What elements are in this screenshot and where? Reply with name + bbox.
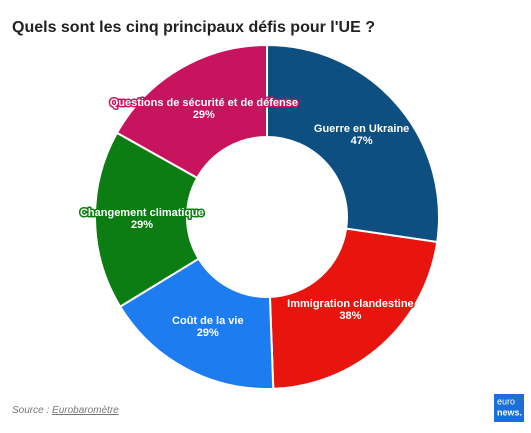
value-label: 47%: [351, 135, 373, 147]
donut: [94, 43, 440, 390]
chart-title: Quels sont les cinq principaux défis pou…: [12, 19, 375, 36]
value-label: 38%: [339, 310, 361, 322]
source-link[interactable]: Eurobaromètre: [52, 405, 119, 416]
slice: [118, 257, 275, 390]
slice-label: Coût de la vie: [172, 315, 244, 327]
source: Source : Eurobaromètre: [12, 405, 119, 416]
slice: [268, 227, 439, 390]
source-label: Source :: [12, 405, 49, 416]
logo-text: euro: [497, 396, 515, 406]
logo-text: news.: [497, 407, 522, 417]
slice-label: Guerre en Ukraine: [314, 123, 409, 135]
slice-label: Changement climatique: [80, 207, 204, 219]
value-label: 29%: [197, 327, 219, 339]
slice-label: Questions de sécurité et de défense: [110, 97, 298, 109]
value-label: 29%: [193, 109, 215, 121]
slice: [266, 43, 440, 244]
value-label: 29%: [131, 219, 153, 231]
slice: [94, 131, 201, 308]
logo-box: [494, 394, 524, 422]
slice-label: Immigration clandestine: [287, 298, 414, 310]
slice: [115, 43, 268, 180]
